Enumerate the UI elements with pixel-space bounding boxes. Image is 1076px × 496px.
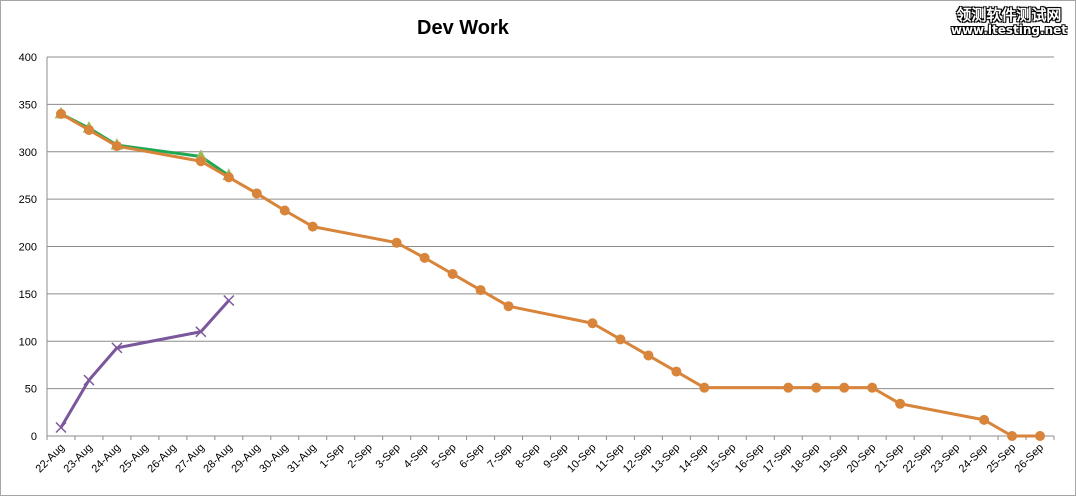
y-tick-label: 0: [31, 431, 37, 443]
x-tick-label: 15-Sep: [705, 442, 739, 476]
x-tick-label: 23-Sep: [929, 442, 963, 476]
x-tick-label: 28-Aug: [201, 442, 235, 476]
data-point: [811, 382, 822, 393]
gridlines: [46, 56, 1055, 440]
x-tick-label: 31-Aug: [285, 442, 319, 476]
data-point: [279, 205, 290, 216]
data-point: [83, 124, 94, 135]
x-tick-label: 26-Sep: [1013, 442, 1047, 476]
data-point: [195, 156, 206, 167]
data-point: [307, 221, 318, 232]
x-tick-label: 14-Sep: [677, 442, 711, 476]
data-point: [867, 382, 878, 393]
data-point: [895, 398, 906, 409]
data-point: [251, 188, 262, 199]
data-point: [979, 414, 990, 425]
x-tick-label: 16-Sep: [733, 442, 767, 476]
data-point: [699, 382, 710, 393]
data-point: [783, 382, 794, 393]
x-tick-label: 26-Aug: [145, 442, 179, 476]
y-tick-label: 100: [19, 336, 37, 348]
x-tick-label: 3-Sep: [374, 442, 403, 471]
y-tick-label: 400: [19, 52, 37, 64]
data-point: [475, 285, 486, 296]
y-axis-tick-labels: 0 50 100 150 200 250 300 350 400: [19, 52, 37, 443]
x-tick-label: 1-Sep: [318, 442, 347, 471]
x-tick-label: 22-Aug: [34, 442, 68, 476]
series-3: [55, 294, 235, 434]
watermark: 领测软件测试网 www.ltesting.net: [950, 6, 1067, 38]
data-point: [839, 382, 850, 393]
x-axis-tick-labels: 22-Aug23-Aug24-Aug25-Aug26-Aug27-Aug28-A…: [34, 442, 1047, 476]
x-tick-label: 13-Sep: [649, 442, 683, 476]
data-point: [223, 172, 234, 183]
watermark-line1: 领测软件测试网: [956, 6, 1062, 24]
x-tick-label: 24-Sep: [957, 442, 991, 476]
x-tick-label: 8-Sep: [513, 442, 542, 471]
x-tick-label: 2-Sep: [346, 442, 375, 471]
data-point: [447, 268, 458, 279]
watermark-line2: www.ltesting.net: [950, 23, 1067, 38]
data-point: [419, 252, 430, 263]
y-tick-label: 200: [19, 242, 37, 254]
x-tick-label: 25-Aug: [117, 442, 151, 476]
x-tick-label: 20-Sep: [845, 442, 879, 476]
x-tick-label: 12-Sep: [621, 442, 655, 476]
x-tick-label: 10-Sep: [565, 442, 599, 476]
data-point: [111, 141, 122, 152]
y-tick-label: 300: [19, 147, 37, 159]
x-tick-label: 27-Aug: [173, 442, 207, 476]
data-point: [615, 334, 626, 345]
x-tick-label: 17-Sep: [761, 442, 795, 476]
x-tick-label: 30-Aug: [257, 442, 291, 476]
series-2: [55, 108, 1046, 441]
chart-title: Dev Work: [417, 17, 510, 39]
x-tick-label: 25-Sep: [985, 442, 1019, 476]
data-point: [1035, 431, 1046, 441]
series-3-line: [59, 299, 230, 429]
data-point: [643, 350, 654, 361]
x-tick-label: 21-Sep: [873, 442, 907, 476]
x-tick-label: 22-Sep: [901, 442, 935, 476]
x-tick-label: 18-Sep: [789, 442, 823, 476]
data-point: [55, 421, 67, 434]
data-point: [83, 374, 95, 386]
data-point: [55, 108, 66, 119]
x-tick-label: 29-Aug: [229, 442, 263, 476]
data-point: [671, 366, 682, 377]
y-tick-label: 250: [19, 194, 37, 206]
x-tick-label: 4-Sep: [402, 442, 431, 471]
series-lines: [54, 106, 1046, 441]
series-1: [54, 106, 236, 180]
data-point: [195, 326, 207, 338]
x-tick-label: 5-Sep: [429, 442, 458, 471]
x-tick-label: 23-Aug: [62, 442, 96, 476]
x-tick-label: 7-Sep: [485, 442, 514, 471]
y-tick-label: 150: [19, 289, 37, 301]
data-point: [223, 294, 235, 307]
data-point: [1007, 431, 1018, 441]
x-tick-label: 19-Sep: [817, 442, 851, 476]
x-tick-label: 11-Sep: [594, 442, 627, 475]
x-tick-label: 6-Sep: [457, 442, 486, 471]
y-tick-label: 350: [19, 99, 37, 111]
y-tick-label: 50: [25, 384, 37, 396]
data-point: [503, 301, 514, 312]
series-1-line: [60, 112, 230, 177]
data-point: [391, 237, 402, 248]
x-tick-label: 24-Aug: [89, 442, 123, 476]
data-point: [111, 342, 123, 354]
data-point: [587, 318, 598, 329]
